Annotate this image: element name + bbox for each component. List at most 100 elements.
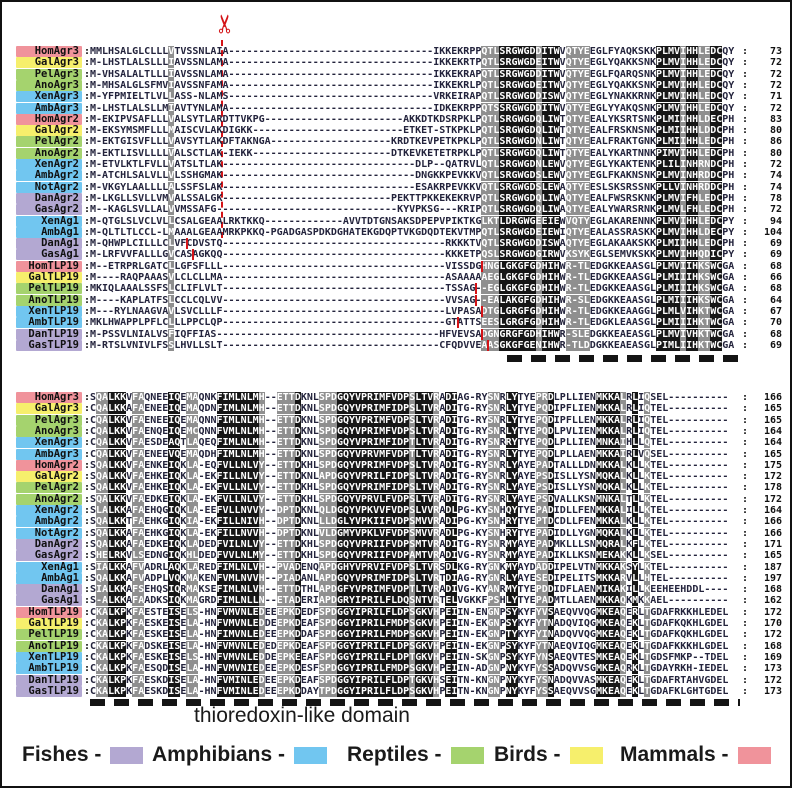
separator: :: [742, 685, 749, 697]
separator: :: [742, 125, 749, 137]
separator: :: [84, 425, 91, 437]
separator: :: [84, 339, 91, 351]
sequence-text: M-YFPMIELTLVLLASS-NLAMS-----------------…: [90, 91, 735, 103]
residue-count: 178: [763, 482, 782, 494]
residue-count: 64: [769, 294, 782, 306]
separator: :: [84, 170, 91, 182]
sequence-text: SQALKKVFAEHKEIQKLA-EKFVLLNLVY--ETTDKHLSP…: [90, 482, 729, 494]
sequence-text: M-VHSALALTLLLIAVSSNLAMA-----------------…: [90, 68, 735, 80]
sequence-text: SIALKKAFSEHQSIQRMAKSEFIMLNLVH--ETTDTHLAP…: [90, 584, 729, 596]
separator: :: [742, 437, 749, 449]
residue-count: 166: [763, 516, 782, 528]
sequence-text: CKALKPKFAESKEISELS-HNFVMVNLEDDEEPKEEAFSP…: [90, 651, 729, 663]
alignment-row: HomAgr3: SQALKKVFAQNEEIQEMAQNKFIMLNLMH--E…: [2, 392, 790, 403]
separator: :: [84, 493, 91, 505]
legend-item-reptiles: Reptiles -: [347, 742, 484, 768]
row-label: GalAgr2: [16, 125, 82, 137]
separator: :: [84, 272, 91, 283]
sequence-text: CQALKKVFAENEEVQEMAQDHFIMLNLMH--ETTDKNLSP…: [90, 448, 729, 460]
residue-count: 78: [769, 192, 782, 204]
separator: :: [84, 68, 91, 80]
residue-count: 86: [769, 136, 782, 148]
separator: :: [742, 493, 749, 505]
alignment-row: HomAgr2: SQALKKVFAENKEIQKLA-EQFVLLNLVY--E…: [2, 459, 790, 471]
separator: :: [84, 159, 91, 170]
separator: :: [742, 305, 749, 317]
separator: :: [742, 527, 749, 539]
row-label: XenAgr2: [16, 159, 82, 170]
alignment-row: AmbAgr3: CQALKKVFAENEEVQEMAQDHFIMLNLMH--E…: [2, 448, 790, 460]
row-label: AmbAgr2: [16, 170, 82, 182]
row-label: XenAgr3: [16, 91, 82, 103]
legend-item-mammals: Mammals -: [620, 742, 771, 768]
row-label: NotAgr2: [16, 527, 82, 539]
alignment-row: DanTLP19: CKALKPKFAESKDISELA-HNFVMINLEDEE…: [2, 674, 790, 686]
row-label: GasAgr2: [16, 204, 82, 216]
row-label: GasAg1: [16, 595, 82, 607]
alignment-row: XenAgr3: M-YFPMIELTLVLLASS-NLAMS---------…: [2, 91, 790, 103]
separator: :: [84, 192, 91, 204]
separator: :: [742, 459, 749, 471]
separator: :: [742, 283, 749, 295]
legend-label: Amphibians -: [152, 743, 286, 766]
separator: :: [742, 272, 749, 283]
separator: :: [742, 238, 749, 250]
separator: :: [84, 260, 91, 272]
separator: :: [742, 482, 749, 494]
alignment-row: GalAgr3: M-LHSTLALSLLLIAVSSNLAMA---------…: [2, 57, 790, 69]
residue-count: 66: [769, 272, 782, 283]
residue-count: 164: [763, 505, 782, 516]
separator: :: [742, 294, 749, 306]
separator: :: [742, 629, 749, 641]
sequence-text: M-QLTLTLCCL-LMAAALGEAAMRKPKKQ-PGADGASPDK…: [90, 226, 735, 238]
sequence-text: M-EKSYMSMFLLLMAISCVLAKDIGKK-------------…: [90, 125, 735, 137]
residue-count: 197: [763, 572, 782, 584]
separator: :: [84, 527, 91, 539]
alignment-row: AnoAgr3: M-MHSALGLSFMVIAVSSNFAMA---------…: [2, 79, 790, 91]
sequence-text: M-PSSVLNIALVSFIQFFIAS-------------------…: [90, 328, 735, 340]
row-label: HomTLP19: [16, 260, 82, 272]
alignment-row: AnoAgr2: SQALKKVFAEDKEIQKLA-EKFVLLNLVY--E…: [2, 493, 790, 505]
separator: :: [84, 57, 91, 69]
sequence-text: M-LRFVVFALLLGVCASAGKQQ------------------…: [90, 249, 735, 261]
row-label: GasTLP19: [16, 339, 82, 351]
alignment-row: AnoTLP19: CKALKPKFADSKEISELA-HNFVMVNLEDED…: [2, 640, 790, 652]
row-label: GalAgr2: [16, 471, 82, 483]
cleavage-site-mark: [186, 238, 189, 250]
separator: :: [742, 516, 749, 528]
residue-count: 166: [763, 392, 782, 403]
sequence-text: CQALKKVFAENQEIQEMCQNNFVMLNLMH--ETTDKNLSP…: [90, 425, 729, 437]
row-label: GasAg1: [16, 249, 82, 261]
separator: :: [742, 215, 749, 227]
sequence-text: CKALKPKFAESQDISELA-HNFVMVNIEDEEEPKDESFSP…: [90, 663, 729, 675]
sequence-text: S-ALKKAFAADKSIQKMAGRDFIMLNLLN--ETADERIAP…: [90, 595, 729, 607]
alignment-row: GasTLP19: CKALKPKFAESKDISELA-HNFVMINLEDEE…: [2, 685, 790, 697]
separator: :: [742, 46, 749, 57]
residue-count: 172: [763, 606, 782, 618]
separator: :: [84, 403, 91, 415]
alignment-row: GasAg1: S-ALKKAFAADKSIQKMAGRDFIMLNLLN--ET…: [2, 595, 790, 607]
separator: :: [742, 561, 749, 573]
row-label: AnoAgr2: [16, 493, 82, 505]
residue-count: 165: [763, 403, 782, 415]
sequence-text: M----KAPLATFSLCCLCQLVV------------------…: [90, 294, 735, 306]
row-label: PelTLP19: [16, 283, 82, 295]
alignment-row: NotAgr2: SQALKKAFAEHKGIQKLA-EKFILLNVVH--D…: [2, 527, 790, 539]
alignment-row: HomAgr2: M-EKIPVSAFLLLVALSYTLARDTTVKPG---…: [2, 113, 790, 125]
row-label: XenAg1: [16, 561, 82, 573]
residue-count: 175: [763, 459, 782, 471]
separator: :: [84, 305, 91, 317]
separator: :: [742, 403, 749, 415]
separator: :: [84, 249, 91, 261]
alignment-row: GalAgr2: M-EKSYMSMFLLLMAISCVLAKDIGKK-----…: [2, 125, 790, 137]
alignment-row: GalTLP19: CKALKPKFAESKEISELA-HNFVMVNLEDDE…: [2, 618, 790, 629]
row-label: GasTLP19: [16, 685, 82, 697]
residue-count: 68: [769, 283, 782, 295]
alignment-row: AnoAgr2: M-EKTLISVLLLLVALSCTLAK-IEKK-----…: [2, 147, 790, 159]
row-label: XenAgr2: [16, 505, 82, 516]
row-label: PelAgr2: [16, 482, 82, 494]
separator: :: [742, 339, 749, 351]
residue-count: 72: [769, 159, 782, 170]
row-label: AmbAgr3: [16, 102, 82, 114]
